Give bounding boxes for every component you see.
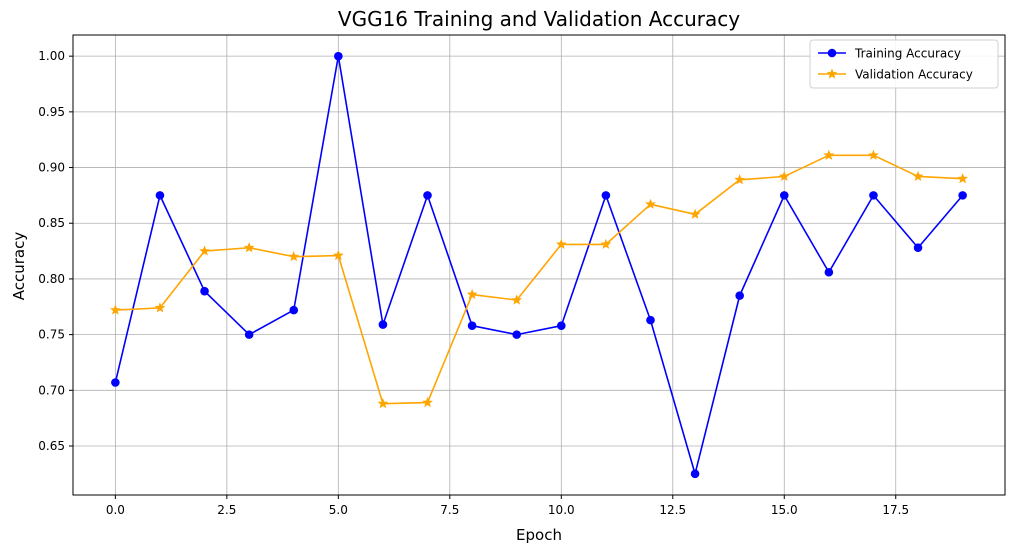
legend-swatch-marker xyxy=(827,48,837,58)
training-accuracy-point xyxy=(378,320,388,329)
training-accuracy-point xyxy=(779,191,789,200)
training-accuracy-point xyxy=(512,330,522,339)
grid-lines xyxy=(73,35,1005,495)
training-accuracy-point xyxy=(824,267,834,277)
y-axis-ticks: 0.65 0.70 0.75 0.80 0.85 0.90 0.95 1.00 xyxy=(38,49,73,453)
x-tick-label: 5.0 xyxy=(329,503,348,517)
y-tick-label: 0.90 xyxy=(38,161,65,175)
y-tick-label: 0.85 xyxy=(38,216,65,230)
x-tick-label: 0.0 xyxy=(106,503,125,517)
x-tick-label: 7.5 xyxy=(440,503,459,517)
y-tick-label: 0.95 xyxy=(38,105,65,119)
training-accuracy-series xyxy=(111,51,967,479)
y-tick-label: 0.75 xyxy=(38,328,65,342)
training-accuracy-point xyxy=(155,191,165,200)
training-accuracy-point xyxy=(334,51,343,61)
validation-accuracy-point xyxy=(288,251,300,262)
validation-accuracy-line xyxy=(115,154,963,405)
x-tick-label: 2.5 xyxy=(217,503,236,517)
validation-accuracy-point xyxy=(912,170,924,181)
legend: Training Accuracy Validation Accuracy xyxy=(809,39,999,89)
training-accuracy-line xyxy=(114,55,964,475)
validation-accuracy-point xyxy=(199,245,210,256)
legend-label: Training Accuracy xyxy=(854,47,961,61)
validation-accuracy-point xyxy=(734,174,746,185)
validation-accuracy-point xyxy=(110,304,121,315)
x-axis-title: Epoch xyxy=(516,526,562,544)
validation-accuracy-series xyxy=(110,149,968,409)
validation-accuracy-point xyxy=(555,238,567,249)
legend-label: Validation Accuracy xyxy=(855,68,973,82)
x-axis-ticks: 0.0 2.5 5.0 7.5 10.0 12.5 15.0 17.5 xyxy=(106,495,909,517)
x-tick-label: 17.5 xyxy=(882,503,909,517)
legend-item: Validation Accuracy xyxy=(818,68,973,82)
training-accuracy-point xyxy=(735,291,744,300)
x-tick-label: 12.5 xyxy=(659,503,686,517)
y-axis-title: Accuracy xyxy=(10,232,28,301)
validation-accuracy-point xyxy=(778,170,790,181)
training-accuracy-point xyxy=(869,191,878,200)
validation-accuracy-point xyxy=(422,396,433,408)
training-accuracy-point xyxy=(244,330,254,339)
plot-frame xyxy=(72,34,1006,496)
validation-accuracy-point xyxy=(689,208,701,219)
validation-accuracy-point xyxy=(957,173,968,184)
validation-accuracy-point xyxy=(823,149,835,160)
validation-accuracy-point xyxy=(243,242,255,253)
y-tick-label: 0.80 xyxy=(38,272,65,286)
legend-item: Training Accuracy xyxy=(818,47,961,61)
training-accuracy-point xyxy=(601,191,611,200)
validation-accuracy-point xyxy=(645,198,656,209)
plot-series xyxy=(110,51,968,479)
training-accuracy-point xyxy=(958,191,967,200)
validation-accuracy-point xyxy=(868,149,879,160)
x-tick-label: 15.0 xyxy=(771,503,798,517)
y-tick-label: 1.00 xyxy=(38,49,65,63)
validation-accuracy-point xyxy=(333,249,344,261)
training-accuracy-point xyxy=(111,378,120,387)
training-accuracy-point xyxy=(556,321,566,331)
training-accuracy-point xyxy=(646,315,655,325)
y-tick-label: 0.70 xyxy=(38,383,65,397)
validation-accuracy-point xyxy=(511,294,523,305)
training-accuracy-point xyxy=(289,305,299,315)
legend-box xyxy=(809,39,999,89)
legend-swatch-marker xyxy=(826,68,838,79)
x-tick-label: 10.0 xyxy=(548,503,575,517)
training-accuracy-point xyxy=(913,243,923,253)
validation-accuracy-point xyxy=(466,288,478,300)
validation-accuracy-point xyxy=(600,238,612,249)
training-accuracy-point xyxy=(690,469,700,479)
chart-title: VGG16 Training and Validation Accuracy xyxy=(338,7,740,31)
validation-accuracy-point xyxy=(377,398,389,409)
y-tick-label: 0.65 xyxy=(38,439,65,453)
validation-accuracy-point xyxy=(154,302,166,313)
training-accuracy-point xyxy=(200,286,209,296)
training-accuracy-point xyxy=(423,191,432,200)
training-accuracy-point xyxy=(467,321,477,331)
